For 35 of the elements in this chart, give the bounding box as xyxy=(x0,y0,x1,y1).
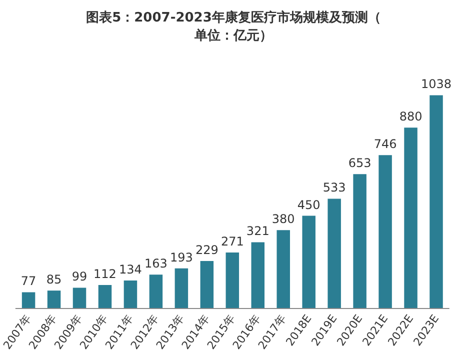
bar xyxy=(174,268,188,308)
bar xyxy=(226,252,240,308)
bar xyxy=(430,95,443,308)
bar xyxy=(378,155,392,308)
bar xyxy=(22,292,36,308)
data-label: 85 xyxy=(46,272,62,287)
bar xyxy=(47,290,61,308)
chart-title: 图表5：2007-2023年康复医疗市场规模及预测（单位：亿元） xyxy=(86,10,381,44)
data-label: 450 xyxy=(297,198,320,212)
data-label: 271 xyxy=(220,234,244,248)
data-label: 77 xyxy=(20,274,36,288)
data-label: 99 xyxy=(72,270,88,284)
data-label: 229 xyxy=(195,243,218,258)
bar xyxy=(149,274,163,308)
bar xyxy=(124,280,138,308)
data-label: 321 xyxy=(246,224,270,238)
data-label: 134 xyxy=(119,262,142,277)
data-label: 112 xyxy=(94,267,116,282)
bar xyxy=(302,216,316,308)
bar xyxy=(353,174,366,308)
data-label: 1038 xyxy=(420,77,452,92)
data-label: 193 xyxy=(170,250,193,264)
data-label: 533 xyxy=(322,180,346,195)
data-label: 163 xyxy=(144,256,168,271)
data-label: 653 xyxy=(348,156,372,170)
bar xyxy=(404,128,418,308)
bar xyxy=(328,198,341,308)
bar xyxy=(200,261,214,308)
data-label: 880 xyxy=(399,110,422,124)
bar xyxy=(98,285,112,308)
data-label: 380 xyxy=(272,212,295,226)
bar xyxy=(72,288,86,308)
bar xyxy=(276,230,290,308)
data-label: 746 xyxy=(374,137,397,152)
bar xyxy=(251,242,265,308)
